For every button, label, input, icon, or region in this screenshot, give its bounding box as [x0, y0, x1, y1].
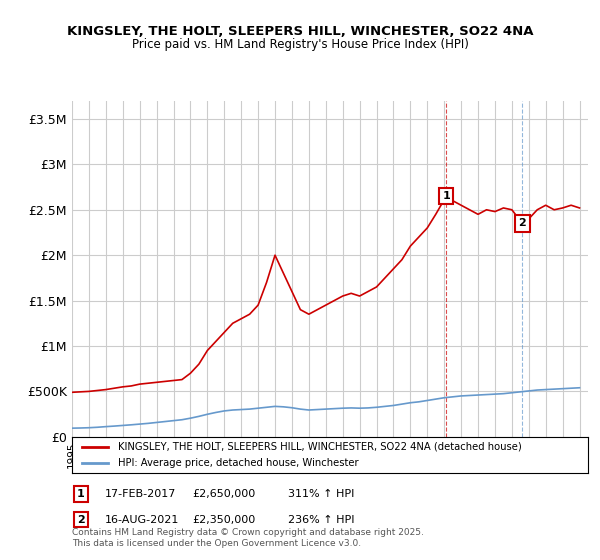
Text: £2,650,000: £2,650,000 — [192, 489, 255, 499]
Text: KINGSLEY, THE HOLT, SLEEPERS HILL, WINCHESTER, SO22 4NA: KINGSLEY, THE HOLT, SLEEPERS HILL, WINCH… — [67, 25, 533, 38]
Text: Price paid vs. HM Land Registry's House Price Index (HPI): Price paid vs. HM Land Registry's House … — [131, 38, 469, 51]
Text: 16-AUG-2021: 16-AUG-2021 — [105, 515, 179, 525]
Text: 17-FEB-2017: 17-FEB-2017 — [105, 489, 176, 499]
Text: 1: 1 — [442, 191, 450, 201]
Text: 236% ↑ HPI: 236% ↑ HPI — [288, 515, 355, 525]
Text: 2: 2 — [77, 515, 85, 525]
Text: KINGSLEY, THE HOLT, SLEEPERS HILL, WINCHESTER, SO22 4NA (detached house): KINGSLEY, THE HOLT, SLEEPERS HILL, WINCH… — [118, 442, 522, 452]
Text: Contains HM Land Registry data © Crown copyright and database right 2025.
This d: Contains HM Land Registry data © Crown c… — [72, 528, 424, 548]
Text: 1: 1 — [77, 489, 85, 499]
Text: 2: 2 — [518, 218, 526, 228]
Text: £2,350,000: £2,350,000 — [192, 515, 255, 525]
Text: HPI: Average price, detached house, Winchester: HPI: Average price, detached house, Winc… — [118, 458, 359, 468]
Text: 311% ↑ HPI: 311% ↑ HPI — [288, 489, 355, 499]
